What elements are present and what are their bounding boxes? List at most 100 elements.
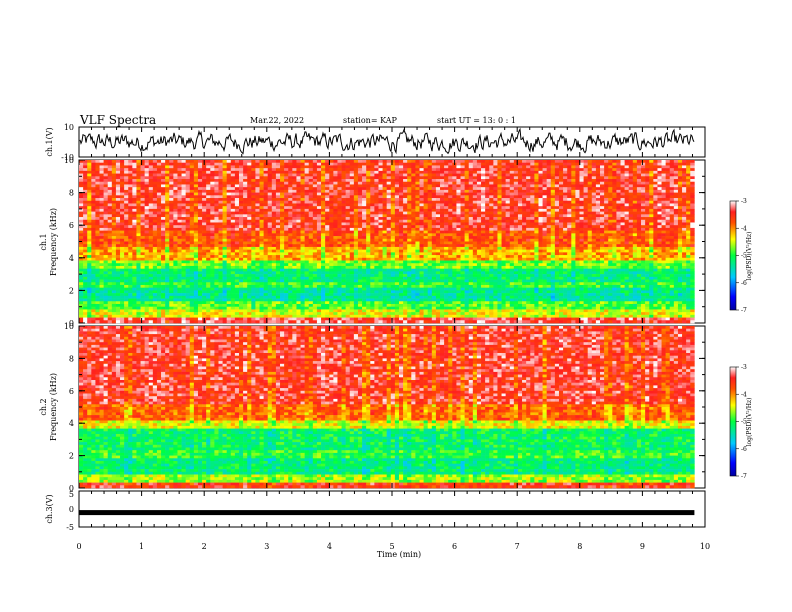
spectrogram-cell: [591, 179, 597, 183]
spectrogram-cell: [579, 214, 584, 218]
spectrogram-cell: [275, 173, 281, 177]
spectrogram-cell: [263, 211, 269, 215]
spectrogram-cell: [288, 160, 293, 164]
spectrogram-cell: [288, 217, 293, 221]
spectrogram-cell: [444, 236, 449, 240]
spectrogram-cell: [83, 238, 88, 242]
spectrogram-cell: [337, 181, 342, 185]
spectrogram-cell: [148, 187, 154, 191]
spectrogram-cell: [79, 176, 84, 180]
spectrogram-cell: [271, 227, 277, 231]
spectrogram-cell: [140, 173, 145, 177]
spectrogram-cell: [197, 200, 203, 204]
spectrogram-cell: [83, 230, 88, 234]
spectrogram-cell: [534, 198, 539, 202]
spectrogram-cell: [591, 230, 597, 234]
spectrogram-cell: [255, 241, 260, 245]
spectrogram-cell: [398, 203, 404, 207]
spectrogram-cell: [485, 189, 490, 193]
spectrogram-cell: [79, 219, 84, 223]
spectrogram-cell: [604, 160, 609, 164]
spectrogram-cell: [152, 217, 158, 221]
spectrogram-cell: [624, 219, 630, 223]
spectrogram-cell: [169, 214, 174, 218]
spectrogram-cell: [185, 162, 191, 166]
spectrogram-cell: [489, 184, 494, 188]
spectrogram-cell: [378, 179, 383, 183]
spectrogram-cell: [189, 192, 195, 196]
spectrogram-cell: [132, 192, 137, 196]
spectrogram-cell: [156, 241, 162, 245]
spectrogram-cell: [210, 187, 215, 191]
spectrogram-cell: [226, 203, 232, 207]
spectrogram-cell: [534, 203, 539, 207]
spectrogram-cell: [415, 214, 420, 218]
spectrogram-cell: [202, 236, 207, 240]
spectrogram-cell: [111, 211, 117, 215]
spectrogram-cell: [152, 198, 158, 202]
spectrogram-cell: [304, 181, 310, 185]
spectrogram-cell: [636, 227, 642, 231]
spectrogram-cell: [284, 241, 289, 245]
spectrogram-cell: [657, 176, 662, 180]
spectrogram-cell: [403, 238, 408, 242]
spectrogram-cell: [353, 160, 359, 164]
spectrogram-cell: [173, 181, 178, 185]
spectrogram-cell: [677, 241, 683, 245]
spectrogram-cell: [505, 211, 511, 215]
spectrogram-cell: [571, 187, 576, 191]
spectrogram-cell: [316, 203, 322, 207]
spectrogram-cell: [210, 222, 215, 226]
spectrogram-cell: [636, 211, 642, 215]
spectrogram-cell: [345, 219, 351, 223]
spectrogram-cell: [316, 162, 322, 166]
spectrogram-cell: [95, 219, 100, 223]
spectrogram-cell: [148, 203, 154, 207]
spectrogram-cell: [583, 195, 588, 199]
spectrogram-cell: [468, 162, 474, 166]
spectrogram-cell: [83, 217, 88, 221]
spectrogram-cell: [271, 198, 277, 202]
spectrogram-cell: [308, 219, 314, 223]
spectrogram-cell: [390, 233, 396, 237]
spectrogram-cell: [296, 246, 301, 250]
spectrogram-cell: [243, 214, 248, 218]
spectrogram-cell: [583, 173, 588, 177]
spectrogram-cell: [333, 168, 338, 172]
spectrogram-cell: [690, 241, 695, 245]
spectrogram-cell: [616, 173, 621, 177]
spectrogram-cell: [575, 236, 580, 240]
spectrogram-cell: [571, 222, 576, 226]
spectrogram-cell: [349, 176, 355, 180]
spectrogram-cell: [144, 195, 150, 199]
spectrogram-cell: [120, 214, 125, 218]
spectrogram-cell: [316, 246, 322, 250]
spectrogram-cell: [161, 187, 166, 191]
spectrogram-cell: [218, 200, 223, 204]
spectrogram-cell: [218, 217, 223, 221]
spectrogram-cell: [152, 227, 158, 231]
spectrogram-cell: [481, 208, 486, 212]
spectrogram-cell: [124, 208, 129, 212]
spectrogram-cell: [329, 244, 334, 248]
spectrogram-cell: [353, 198, 359, 202]
spectrogram-cell: [124, 219, 129, 223]
spectrogram-cell: [517, 181, 523, 185]
spectrogram-cell: [382, 219, 387, 223]
spectrogram-cell: [501, 170, 506, 174]
spectrogram-cell: [144, 187, 150, 191]
spectrogram-cell: [600, 225, 605, 229]
spectrogram-cell: [349, 168, 355, 172]
spectrogram-cell: [120, 192, 125, 196]
spectrogram-cell: [255, 225, 260, 229]
spectrogram-cell: [214, 170, 219, 174]
spectrogram-cell: [255, 181, 260, 185]
spectrogram-cell: [234, 217, 240, 221]
spectrogram-cell: [222, 170, 227, 174]
spectrogram-cell: [300, 162, 305, 166]
spectrogram-cell: [284, 198, 289, 202]
spectrogram-cell: [673, 195, 679, 199]
spectrogram-cell: [448, 214, 453, 218]
spectrogram-cell: [234, 176, 240, 180]
spectrogram-cell: [517, 211, 523, 215]
